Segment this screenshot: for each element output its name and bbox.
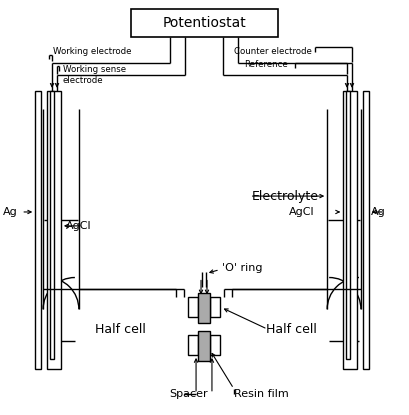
Bar: [198, 331, 210, 361]
Text: 'O' ring: 'O' ring: [222, 263, 263, 273]
Bar: [363, 91, 369, 369]
Bar: [50, 91, 54, 359]
Text: Ag: Ag: [3, 207, 18, 217]
Bar: [47, 91, 61, 369]
Bar: [130, 10, 277, 37]
Bar: [198, 293, 210, 323]
Text: AgCl: AgCl: [66, 221, 92, 231]
Bar: [188, 335, 198, 355]
Text: Ag: Ag: [371, 207, 386, 217]
Bar: [210, 335, 220, 355]
Text: Reference: Reference: [244, 61, 288, 69]
Text: Spacer: Spacer: [169, 389, 208, 399]
Text: Counter electrode: Counter electrode: [234, 46, 312, 56]
Text: AgCl: AgCl: [288, 207, 314, 217]
Bar: [210, 298, 220, 317]
Bar: [35, 91, 41, 369]
Bar: [343, 91, 357, 369]
Text: Resin film: Resin film: [234, 389, 289, 399]
Bar: [188, 298, 198, 317]
Text: Electrolyte: Electrolyte: [252, 190, 319, 203]
Text: Half cell: Half cell: [95, 323, 146, 336]
Text: Working electrode: Working electrode: [53, 46, 132, 56]
Text: Potentiostat: Potentiostat: [162, 16, 246, 30]
Text: Half cell: Half cell: [266, 323, 317, 336]
Bar: [346, 91, 350, 359]
Text: Working sense
electrode: Working sense electrode: [63, 65, 126, 85]
